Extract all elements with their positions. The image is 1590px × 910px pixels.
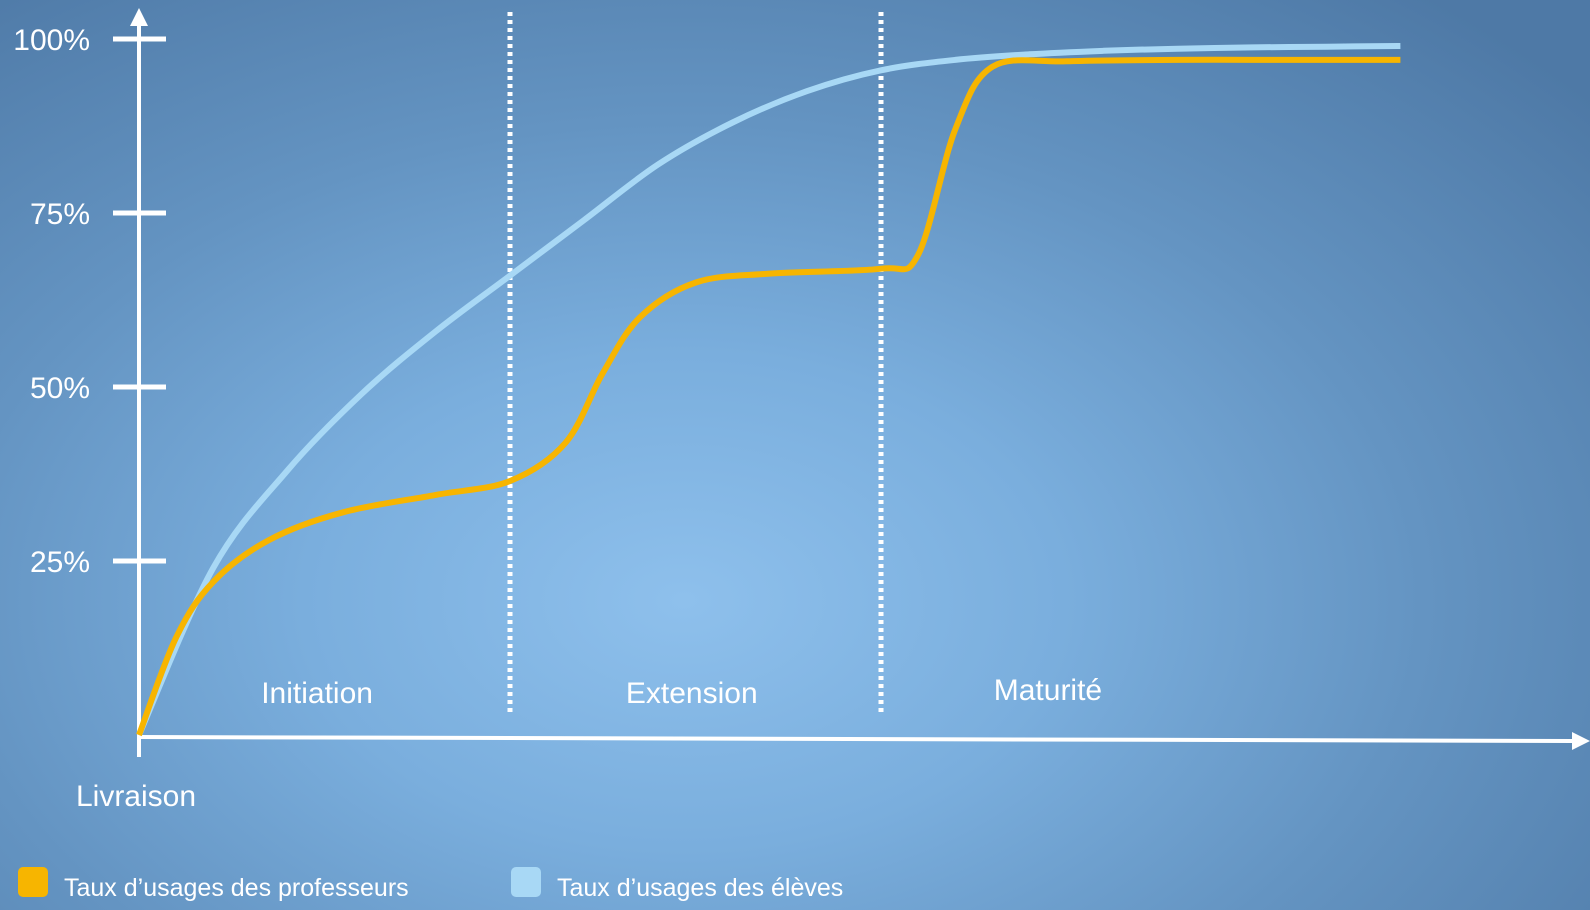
y-tick-label-100: 100% [13,24,90,57]
phase-label-3: Maturité [994,674,1102,707]
axes [130,8,1590,757]
legend-swatch-eleves [511,867,541,897]
x-axis [138,735,1573,743]
legend-label-professeurs: Taux d’usages des professeurs [64,873,409,902]
y-tick-label-75: 75% [30,198,90,231]
phase-label-1: Initiation [261,677,373,710]
y-tick-label-25: 25% [30,546,90,579]
phase-dividers [507,12,884,712]
legend-item-eleves: Taux d’usages des élèves [511,867,844,903]
legend-item-professeurs: Taux d’usages des professeurs [18,867,409,903]
series-line-professeurs [136,56,1401,737]
legend-label-eleves: Taux d’usages des élèves [557,873,844,902]
x-origin-label: Livraison [76,780,196,813]
phase-label-2: Extension [626,677,758,710]
series-line-eleves [136,43,1401,737]
y-ticks: 25% 50% 75% 100% [13,24,166,579]
x-axis-arrow [1572,732,1590,750]
y-tick-label-50: 50% [30,372,90,405]
y-axis-arrow [130,8,148,26]
legend-swatch-professeurs [18,867,48,897]
phase-labels: Initiation Extension Maturité [261,674,1102,710]
series-lines [136,43,1401,737]
